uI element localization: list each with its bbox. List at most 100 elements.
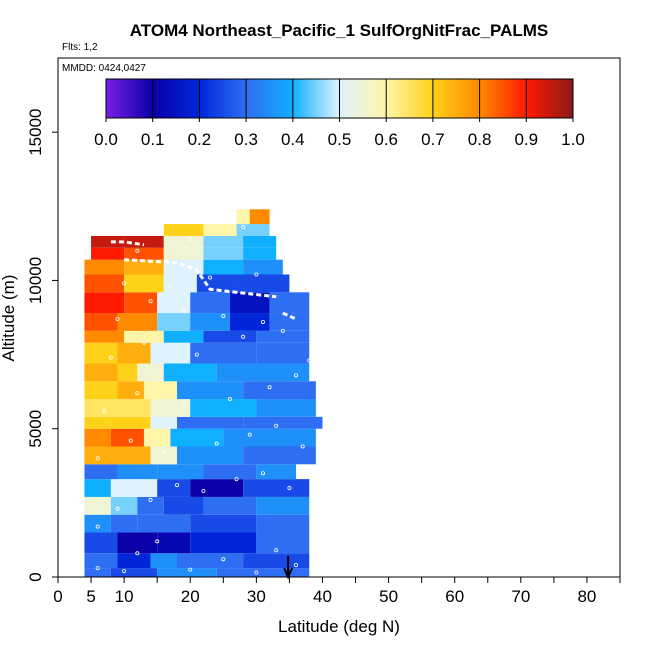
heatmap-cell: [243, 416, 323, 429]
sample-point: [102, 408, 107, 413]
heatmap-cell: [269, 292, 310, 314]
heatmap-cell: [177, 416, 244, 429]
heatmap-cell: [157, 292, 191, 314]
sample-point: [274, 548, 279, 553]
heatmap-cell: [91, 247, 125, 260]
heatmap-cell: [157, 313, 191, 331]
date-label: MMDD: 0424,0427: [62, 63, 146, 74]
colorbar-tick-label: 0.1: [141, 130, 165, 149]
x-axis-label: Latitude (deg N): [278, 617, 400, 636]
heatmap-cell: [203, 247, 244, 260]
heatmap-cell: [229, 313, 270, 331]
heatmap-cell: [91, 235, 125, 248]
heatmap-cell: [84, 532, 118, 554]
heatmap-cell: [216, 568, 310, 577]
heatmap-cell: [229, 292, 270, 314]
sample-point: [221, 557, 226, 562]
sample-point: [188, 236, 193, 241]
colorbar-tick-label: 0.3: [234, 130, 258, 149]
x-tick-label: 20: [181, 587, 200, 606]
sample-point: [115, 506, 120, 511]
sample-point: [294, 373, 299, 378]
flights-label: Flts: 1,2: [62, 42, 98, 53]
heatmap-cell: [163, 247, 204, 260]
y-axis: 0 5000 10000 15000: [26, 109, 58, 582]
sample-points-layer: [95, 225, 312, 575]
heatmap-cell: [223, 428, 316, 447]
heatmap-cell: [256, 464, 297, 480]
sample-point: [148, 497, 153, 502]
heatmap-cell: [110, 514, 138, 533]
heatmap-cell: [117, 313, 158, 331]
heatmap-cell: [84, 479, 111, 497]
heatmap-cell: [256, 330, 310, 343]
sample-point: [155, 539, 160, 544]
heatmap-cell: [110, 399, 151, 417]
sample-point: [122, 569, 127, 574]
heatmap-cell: [157, 532, 191, 554]
heatmap-cell: [203, 224, 237, 236]
heatmap-cell: [84, 259, 125, 275]
heatmap-cell: [124, 274, 164, 293]
y-tick-label: 0: [26, 572, 45, 581]
heatmap-cell: [84, 514, 111, 533]
heatmap-cell: [143, 381, 178, 400]
heatmap-cell: [203, 259, 244, 275]
colorbar-tick-label: 0.5: [328, 130, 352, 149]
heatmap-cell: [190, 532, 257, 554]
heatmap-cell: [163, 274, 197, 293]
heatmap-cell: [143, 428, 171, 447]
colorbar-tick-label: 0.2: [188, 130, 212, 149]
x-tick-label: 30: [247, 587, 266, 606]
heatmap-cell: [236, 209, 250, 225]
sample-point: [307, 358, 312, 363]
y-tick-label: 10000: [26, 257, 45, 304]
sample-point: [260, 319, 265, 324]
heatmap-cell: [190, 313, 230, 331]
plot-frame: [57, 57, 621, 578]
heatmap-cell: [117, 446, 151, 465]
heatmap-cell: [84, 496, 111, 515]
sample-point: [188, 567, 193, 572]
sample-point: [241, 225, 246, 230]
heatmap-cell: [117, 532, 158, 554]
heatmap-cell: [84, 342, 118, 364]
sample-point: [254, 272, 259, 277]
heatmap-cell: [249, 209, 270, 225]
heatmap-cell: [163, 496, 204, 515]
heatmap-cell: [137, 496, 164, 515]
heatmap-cell: [190, 342, 257, 364]
heatmap-cell: [190, 479, 244, 497]
heatmap-cell: [243, 479, 310, 497]
heatmap-cell: [243, 553, 310, 569]
heatmap-cell: [256, 514, 310, 533]
heatmap-cell: [117, 553, 151, 569]
heatmap-cell: [84, 292, 125, 314]
colorbar-tick-label: 1.0: [561, 130, 585, 149]
sample-point: [115, 316, 120, 321]
heatmap-cell: [243, 235, 277, 248]
heatmap-cell: [190, 399, 257, 417]
heatmap-cell: [84, 428, 111, 447]
heatmap-cell: [163, 235, 204, 248]
x-tick-label: 80: [577, 587, 596, 606]
heatmap-cell: [84, 464, 118, 480]
sample-point: [208, 275, 213, 280]
sample-point: [108, 355, 113, 360]
heatmap-cell: [243, 381, 316, 400]
flight-track-segment: [124, 258, 277, 299]
heatmap-cell: [196, 274, 237, 293]
sample-point: [141, 340, 146, 345]
x-tick-label: 60: [445, 587, 464, 606]
heatmap-cell: [84, 274, 125, 293]
heatmap-cell: [203, 330, 257, 343]
x-tick-label: 50: [379, 587, 398, 606]
latitude-marker: [283, 556, 294, 580]
heatmap-cell: [157, 568, 217, 577]
sample-point: [247, 432, 252, 437]
heatmap-cell: [150, 553, 178, 569]
colorbar-tick-label: 0.4: [281, 130, 305, 149]
flight-track-segment: [282, 311, 297, 321]
sample-point: [214, 441, 219, 446]
